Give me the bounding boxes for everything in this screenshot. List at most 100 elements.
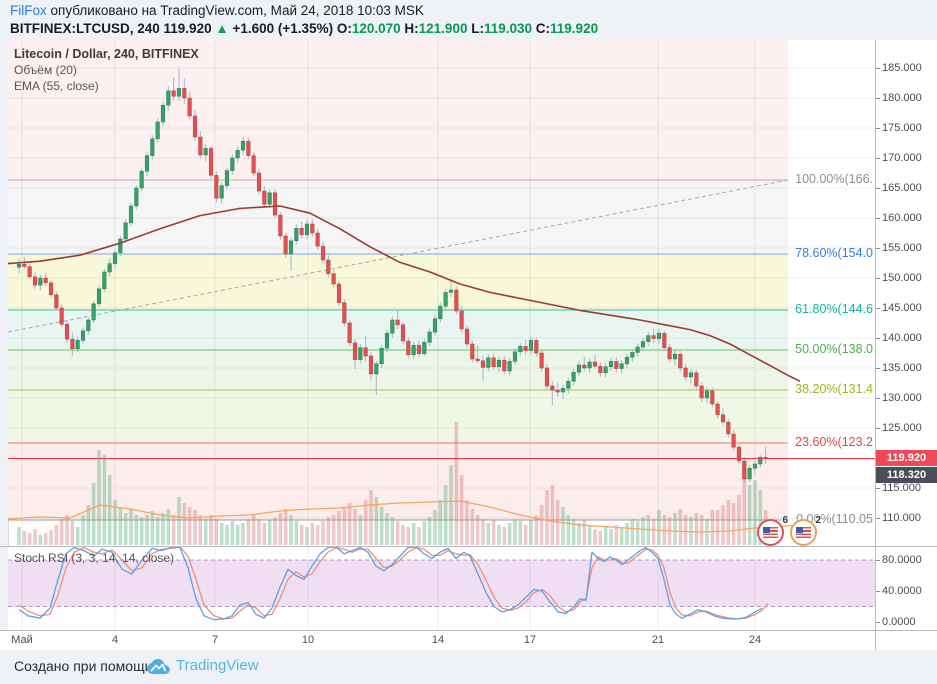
candle-body [454,289,459,312]
volume-bar [139,517,144,545]
volume-bar [694,513,699,545]
volume-bar [609,529,613,545]
candle-body [571,371,576,382]
volume-bar [49,530,53,545]
volume-bar [91,483,96,545]
volume-bar [529,520,533,545]
price-tick-label: 125.000 [882,422,922,434]
candle-body [342,302,347,324]
candle-body [598,365,603,374]
snapshot-footer: Создано при помощи TradingView [0,650,937,684]
candle-body [176,88,182,97]
candle-body [672,353,678,360]
price-tick-label: 150.000 [882,272,922,284]
volume-bar [214,519,219,545]
volume-bar [257,519,261,545]
legend-ema[interactable]: EMA (55, close) [14,79,99,93]
volume-bar [326,517,331,545]
tradingview-link[interactable]: TradingView [176,657,259,674]
candle-body [464,328,470,345]
volume-bar [321,521,325,545]
main-chart-canvas[interactable] [8,40,875,546]
candle-body [171,90,176,97]
candle-body [187,97,192,117]
ohlc-value: 120.070 [351,21,401,36]
volume-bar [59,519,64,545]
candle-body [438,305,443,320]
volume-bar [422,521,427,545]
stoch-rsi-canvas[interactable] [8,546,875,630]
volume-bar [502,527,507,545]
time-axis[interactable]: Май 4 7 10 14 17 21 24 [0,631,937,650]
candle-body [736,446,742,462]
time-tick-label: 10 [301,634,315,646]
fib-band [8,40,788,180]
volume-bar [678,509,683,545]
volume-bar [251,515,256,545]
price-tick-label: 165.000 [882,182,922,194]
candle-body [118,238,123,254]
legend-volume[interactable]: Объём (20) [14,63,77,77]
candle-body [416,344,422,354]
candle-body [539,352,544,369]
price-tick-label: 145.000 [882,302,922,314]
ohlc-label: O: [336,21,352,36]
volume-bar [310,523,315,545]
candle-body [747,467,752,480]
candle-body [208,148,214,176]
candle-body [150,138,155,156]
volume-bar [710,510,715,545]
volume-bar [673,513,677,545]
volume-bar [278,513,283,545]
symbol-name[interactable]: BITFINEX:LTCUSD, 240 [10,21,160,36]
volume-bar [363,500,368,545]
candle-body [358,347,363,360]
volume-bar [86,505,91,545]
volume-bar [619,527,624,545]
legend-title[interactable]: Litecoin / Dollar, 240, BITFINEX [14,47,199,61]
candle-body [59,307,64,325]
event-flag-icon[interactable]: 6 [757,515,788,546]
volume-bar [75,527,80,545]
candle-body [246,140,251,156]
volume-bar [465,500,469,545]
price-axis[interactable]: 185.000 180.000 175.000 170.000 165.000 160.0… [876,40,937,630]
fib-label: 100.00%(166. [795,172,873,186]
time-tick-label: 14 [431,634,445,646]
time-tick-label: 4 [111,634,119,646]
volume-bar [65,515,69,545]
stoch-legend[interactable]: Stoch RSI (3, 3, 14, 14, close) [14,551,175,565]
candle-body [203,148,208,156]
volume-bar [651,519,656,545]
volume-bar [561,507,565,545]
volume-bar [171,515,176,545]
candle-body [560,388,566,393]
volume-bar [593,529,597,545]
volume-bar [406,527,411,545]
pane-separator[interactable] [0,546,937,547]
time-tick-label: Май [11,634,33,646]
candle-body [582,364,587,369]
volume-bar [54,525,59,545]
volume-bar [758,490,763,545]
candle-body [251,155,256,174]
candle-body [678,353,683,369]
event-flag-icon[interactable]: 2 [790,515,821,546]
volume-bar [347,503,352,545]
stoch-band [8,560,875,607]
volume-bar [742,470,747,545]
volume-bar [657,510,661,545]
volume-bar [390,517,395,545]
candle-body [400,324,406,342]
volume-bar [203,519,208,545]
author-link[interactable]: FilFox [10,3,47,18]
candle-body [544,367,550,387]
volume-bar [225,525,229,545]
volume-bar [443,485,448,545]
time-tick-label: 21 [651,634,665,646]
volume-bar [81,515,85,545]
volume-bar [438,500,443,545]
candle-body [704,390,710,399]
volume-bar [33,529,37,545]
candle-body [603,366,608,374]
